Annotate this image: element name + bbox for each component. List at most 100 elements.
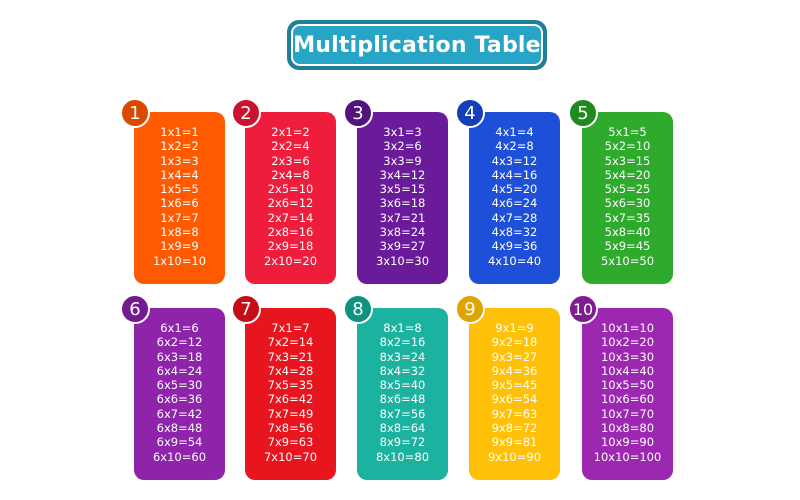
table-number-badge: 1 [120,98,150,128]
table-line: 3x8=24 [379,225,426,240]
table-line: 4x1=4 [495,125,534,139]
table-line: 8x2=16 [379,335,426,350]
table-line: 6x6=36 [156,392,203,407]
table-line: 4x6=24 [491,196,538,211]
table-card-3: 3x1=3 3x2=6 3x3=9 3x4=12 3x5=15 3x6=18 3x7=21 3… [357,112,448,284]
table-line: 2x3=6 [271,153,310,168]
table-line: 6x2=12 [156,335,203,350]
page-title: Multiplication Table [293,32,541,58]
table-line: 7x2=14 [267,335,314,350]
table-line: 1x1=1 [160,125,199,139]
table-number-badge: 5 [568,98,598,128]
table-line: 10x7=70 [600,406,655,421]
table-line: 2x10=20 [263,253,318,268]
table-line: 6x3=18 [156,349,203,364]
table-line: 2x4=8 [271,167,310,182]
table-line: 1x3=3 [160,153,199,168]
table-line: 3x2=6 [383,139,422,154]
table-line: 10x6=60 [600,392,655,407]
table-line: 8x4=32 [379,363,426,378]
table-line: 1x6=6 [160,196,199,211]
table-card-2: 2x1=2 2x2=4 2x3=6 2x4=8 2x5=10 2x6=12 2x7=14 2x… [245,112,336,284]
table-lines: 1x1=1 1x2=2 1x3=3 1x4=4 1x5=5 1x6=6 1x7=7 1x8=8… [134,125,225,268]
table-line: 9x2=18 [491,335,538,350]
table-line: 3x9=27 [379,239,426,254]
table-line: 7x1=7 [271,321,310,335]
table-card-10: 10x1=10 10x2=20 10x3=30 10x4=40 10x5=50 10x6=… [582,308,673,480]
table-lines: 9x1=9 9x2=18 9x3=27 9x4=36 9x5=45 9x6=54 9x7=6… [469,321,560,464]
table-lines: 6x1=6 6x2=12 6x3=18 6x4=24 6x5=30 6x6=36 6x7=4… [134,321,225,464]
table-line: 8x10=80 [375,449,430,464]
table-card-7: 7x1=7 7x2=14 7x3=21 7x4=28 7x5=35 7x6=42 7x7=4… [245,308,336,480]
table-line: 9x8=72 [491,421,538,436]
table-line: 9x1=9 [495,321,534,335]
table-line: 2x6=12 [267,196,314,211]
table-lines: 3x1=3 3x2=6 3x3=9 3x4=12 3x5=15 3x6=18 3x7=21 3… [357,125,448,268]
table-line: 4x8=32 [491,225,538,240]
table-line: 1x7=7 [160,210,199,225]
table-line: 8x1=8 [383,321,422,335]
table-card-1: 1x1=1 1x2=2 1x3=3 1x4=4 1x5=5 1x6=6 1x7=7 1x8=8… [134,112,225,284]
table-line: 5x9=45 [604,239,651,254]
table-line: 2x1=2 [271,125,310,139]
table-line: 10x9=90 [600,435,655,450]
table-line: 3x7=21 [379,210,426,225]
table-card-6: 6x1=6 6x2=12 6x3=18 6x4=24 6x5=30 6x6=36 6x7=4… [134,308,225,480]
table-line: 7x3=21 [267,349,314,364]
table-line: 7x8=56 [267,421,314,436]
table-line: 1x10=10 [152,253,207,268]
table-lines: 4x1=4 4x2=8 4x3=12 4x4=16 4x5=20 4x6=24 4x7=28… [469,125,560,268]
table-line: 10x10=100 [593,449,662,464]
table-number-badge: 9 [455,294,485,324]
table-line: 5x10=50 [600,253,655,268]
table-line: 10x5=50 [600,378,655,393]
table-line: 9x4=36 [491,363,538,378]
table-line: 8x8=64 [379,421,426,436]
table-line: 8x6=48 [379,392,426,407]
table-line: 2x7=14 [267,210,314,225]
table-line: 3x10=30 [375,253,430,268]
table-card-4: 4x1=4 4x2=8 4x3=12 4x4=16 4x5=20 4x6=24 4x7=28… [469,112,560,284]
table-line: 6x8=48 [156,421,203,436]
table-number-badge: 2 [231,98,261,128]
table-line: 5x2=10 [604,139,651,154]
table-number-badge: 4 [455,98,485,128]
table-lines: 2x1=2 2x2=4 2x3=6 2x4=8 2x5=10 2x6=12 2x7=14 2x… [245,125,336,268]
table-line: 3x1=3 [383,125,422,139]
table-line: 1x5=5 [160,182,199,197]
table-lines: 8x1=8 8x2=16 8x3=24 8x4=32 8x5=40 8x6=48 8x7=5… [357,321,448,464]
table-line: 10x8=80 [600,421,655,436]
table-line: 1x8=8 [160,225,199,240]
table-lines: 5x1=5 5x2=10 5x3=15 5x4=20 5x5=25 5x6=30 5x7=3… [582,125,673,268]
table-line: 6x4=24 [156,363,203,378]
table-line: 2x5=10 [267,182,314,197]
table-lines: 10x1=10 10x2=20 10x3=30 10x4=40 10x5=50 10x6=… [582,321,673,464]
table-number-badge: 10 [568,294,598,324]
table-line: 3x5=15 [379,182,426,197]
table-line: 7x4=28 [267,363,314,378]
table-line: 1x4=4 [160,167,199,182]
table-line: 9x10=90 [487,449,542,464]
table-card-5: 5x1=5 5x2=10 5x3=15 5x4=20 5x5=25 5x6=30 5x7=3… [582,112,673,284]
table-line: 5x5=25 [604,182,651,197]
table-line: 4x4=16 [491,167,538,182]
table-line: 6x9=54 [156,435,203,450]
table-line: 1x2=2 [160,139,199,154]
table-line: 6x10=60 [152,449,207,464]
table-line: 10x1=10 [600,321,655,335]
table-line: 5x4=20 [604,167,651,182]
table-line: 6x7=42 [156,406,203,421]
table-line: 1x9=9 [160,239,199,254]
table-line: 7x7=49 [267,406,314,421]
table-line: 2x2=4 [271,139,310,154]
table-line: 4x9=36 [491,239,538,254]
table-line: 3x3=9 [383,153,422,168]
table-line: 10x4=40 [600,363,655,378]
table-line: 5x6=30 [604,196,651,211]
table-line: 7x10=70 [263,449,318,464]
table-line: 9x5=45 [491,378,538,393]
table-line: 6x1=6 [160,321,199,335]
table-card-9: 9x1=9 9x2=18 9x3=27 9x4=36 9x5=45 9x6=54 9x7=6… [469,308,560,480]
table-line: 7x6=42 [267,392,314,407]
